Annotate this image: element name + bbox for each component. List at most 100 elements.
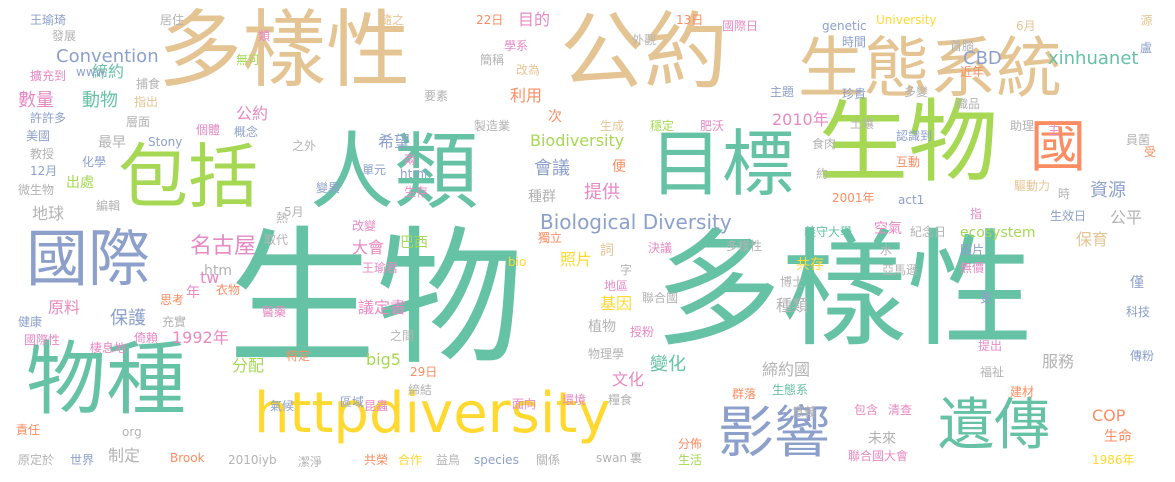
word: 2010年 — [772, 112, 829, 128]
word: 衣物 — [216, 284, 240, 296]
word: 多樣性 — [158, 8, 410, 92]
word: 公平 — [1110, 210, 1142, 226]
word: 生命 — [1104, 430, 1132, 444]
word: 世界 — [70, 454, 94, 466]
word: 1986年 — [1092, 454, 1135, 466]
word: 決議 — [648, 242, 672, 254]
word: 特定 — [286, 350, 310, 362]
word: 個體 — [196, 124, 220, 136]
word: 近年 — [960, 66, 984, 78]
word: 地球 — [32, 206, 64, 222]
word: 聯合國 — [642, 292, 678, 304]
word: 分配 — [232, 358, 264, 374]
word: 福祉 — [980, 366, 1004, 378]
word: 糧食 — [608, 394, 632, 406]
word: 許許多 — [30, 112, 66, 124]
word: University — [876, 14, 937, 26]
word: 2001年 — [832, 192, 875, 204]
word: 制定 — [108, 448, 140, 464]
word: 編輯 — [96, 200, 120, 212]
word: 教授 — [30, 148, 54, 160]
word: 利用 — [510, 88, 542, 104]
word: 包括 — [118, 142, 258, 212]
word: 1992年 — [172, 330, 229, 346]
word: 珍貴 — [842, 88, 866, 100]
word: 照片 — [560, 252, 592, 268]
word: 目的 — [518, 12, 550, 28]
word: 群落 — [732, 388, 756, 400]
word: Biodiversity — [530, 133, 624, 149]
word: 共存 — [796, 258, 824, 272]
word: 種類 — [776, 298, 808, 314]
word: 受 — [1144, 146, 1156, 158]
word: Stony — [148, 136, 182, 148]
word: genetic — [822, 20, 867, 32]
word: 生活 — [678, 454, 702, 466]
word: 兩 — [404, 154, 416, 166]
word: 義守大學 — [804, 226, 852, 238]
word: 物理學 — [588, 348, 624, 360]
word: swan — [596, 452, 627, 464]
word: 氣候 — [270, 400, 294, 412]
word: 巴西 — [400, 236, 428, 250]
word: 便 — [612, 160, 626, 174]
word: 指出 — [134, 96, 158, 108]
word: 主 — [1048, 124, 1060, 136]
word: 源 — [1140, 14, 1152, 26]
word: 生效日 — [1050, 210, 1086, 222]
word: 認識到 — [896, 130, 932, 142]
word: 締結 — [408, 384, 432, 396]
word: 織品 — [956, 98, 980, 110]
word: 名古屋 — [190, 236, 256, 258]
word: 地區 — [604, 280, 628, 292]
word: species — [474, 454, 519, 466]
word: 外觀 — [632, 34, 656, 46]
word: 之外 — [292, 140, 316, 152]
word: 國際日 — [722, 20, 758, 32]
word: 生存 — [404, 186, 428, 198]
word: 文化 — [612, 372, 644, 388]
word: 紀念日 — [910, 226, 946, 238]
word: COP — [1092, 408, 1125, 424]
word: 獨立 — [538, 232, 562, 244]
word: 大會 — [352, 240, 384, 256]
word: 詞 — [600, 244, 614, 258]
word: 生態系 — [772, 384, 808, 396]
word: 無可 — [236, 54, 260, 66]
word: 益鳥 — [436, 454, 460, 466]
word: 微生物 — [18, 184, 54, 196]
word: 空氣 — [874, 222, 902, 236]
word: 居住 — [160, 14, 184, 26]
word: bio — [508, 256, 526, 268]
word: 改為 — [516, 64, 540, 76]
word: 13日 — [676, 14, 703, 26]
word: 美國 — [26, 130, 50, 142]
word: 清查 — [888, 404, 912, 416]
word: act1 — [898, 194, 924, 206]
word: 棲息地 — [90, 342, 126, 354]
word: 單元 — [362, 164, 386, 176]
word: 時間 — [842, 36, 866, 48]
word: 潔淨 — [298, 456, 322, 468]
word: 提出 — [978, 340, 1002, 352]
word: 變異 — [316, 182, 340, 194]
word: htm — [204, 264, 232, 278]
word: 製造業 — [474, 120, 510, 132]
word: 動物 — [82, 92, 118, 110]
word: 指 — [970, 208, 982, 220]
word: 希望 — [378, 134, 410, 150]
word: 數量 — [18, 92, 54, 110]
word: 服務 — [1042, 354, 1074, 370]
word: 醫藥 — [262, 306, 286, 318]
word: 保護 — [110, 310, 146, 328]
word: 助理 — [1010, 120, 1034, 132]
word: 變化 — [650, 356, 686, 374]
word: 博士 — [780, 276, 804, 288]
word: 土壤 — [850, 118, 874, 130]
word: 食肉 — [812, 138, 836, 150]
word: 意義 — [792, 406, 816, 418]
word: 圖片 — [960, 244, 984, 256]
word: 改變 — [352, 220, 376, 232]
word: 授粉 — [630, 326, 654, 338]
word: 締約國 — [762, 362, 810, 378]
